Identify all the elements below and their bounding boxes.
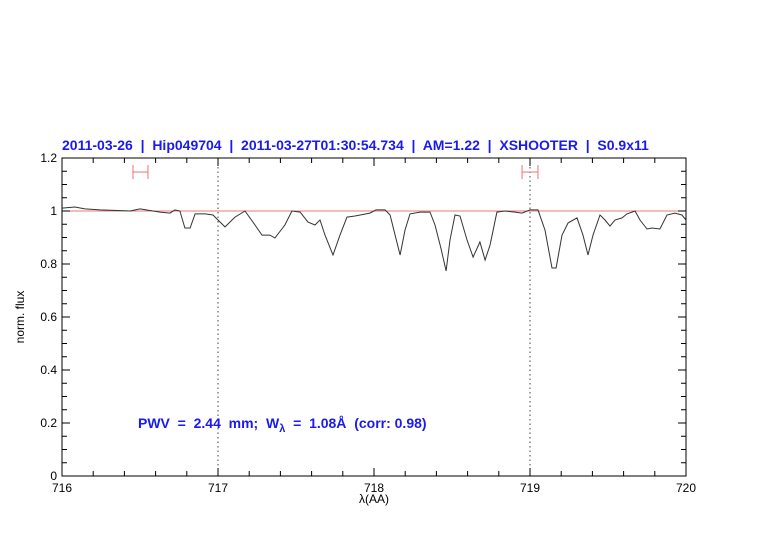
y-tick-label: 1.2 <box>40 151 57 165</box>
spectrum-line <box>61 206 687 272</box>
y-tick-label: 0.4 <box>40 363 57 377</box>
y-axis-label: norm. flux <box>13 291 27 344</box>
y-tick-label: 1 <box>50 204 57 218</box>
annotation-prefix: PWV = 2.44 mm; W <box>138 415 280 431</box>
y-tick-label: 0.6 <box>40 310 57 324</box>
x-tick-label: 716 <box>52 481 72 495</box>
y-tick-label: 0.2 <box>40 416 57 430</box>
pwv-annotation: PWV = 2.44 mm; Wλ = 1.08Å (corr: 0.98) <box>138 415 427 435</box>
range-marker <box>132 165 149 180</box>
y-tick-label: 0 <box>50 469 57 483</box>
annotation-subscript: λ <box>279 423 285 435</box>
x-tick-label: 719 <box>520 481 540 495</box>
x-axis-label: λ(AA) <box>359 492 389 506</box>
x-tick-label: 718 <box>364 481 384 495</box>
range-marker <box>521 165 539 180</box>
y-tick-label: 0.8 <box>40 257 57 271</box>
x-tick-label: 717 <box>208 481 228 495</box>
x-tick-label: 720 <box>676 481 696 495</box>
annotation-suffix: = 1.08Å (corr: 0.98) <box>285 415 426 431</box>
chart-title: 2011-03-26 | Hip049704 | 2011-03-27T01:3… <box>62 137 649 153</box>
